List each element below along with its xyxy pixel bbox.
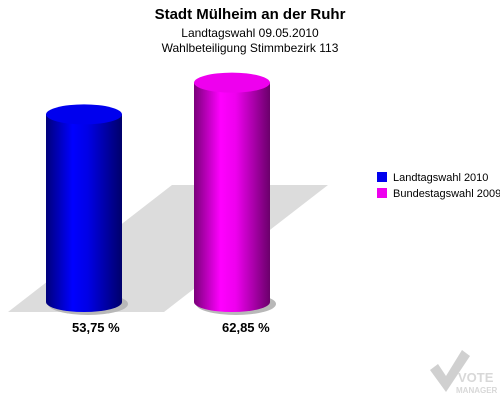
checkmark-icon bbox=[430, 350, 470, 392]
legend-swatch-bundestagswahl-2009 bbox=[377, 188, 387, 198]
legend-label-bundestagswahl-2009: Bundestagswahl 2009 bbox=[393, 188, 500, 200]
vote-manager-logo: VOTE MANAGER bbox=[430, 350, 498, 395]
bar-top bbox=[46, 104, 122, 125]
value-label-landtagswahl-2010: 53,75 % bbox=[72, 320, 120, 335]
bar-body bbox=[46, 114, 122, 312]
bar-body bbox=[194, 82, 270, 312]
legend-swatch-landtagswahl-2010 bbox=[377, 172, 387, 182]
logo-word-vote: VOTE bbox=[458, 370, 494, 385]
bar-landtagswahl-2010 bbox=[46, 104, 128, 315]
bar-top bbox=[194, 72, 270, 93]
chart-title: Stadt Mülheim an der Ruhr bbox=[154, 6, 346, 23]
legend-label-landtagswahl-2010: Landtagswahl 2010 bbox=[393, 172, 488, 184]
bar-bundestagswahl-2009 bbox=[194, 72, 276, 315]
legend: Landtagswahl 2010 Bundestagswahl 2009 bbox=[377, 172, 500, 200]
value-label-bundestagswahl-2009: 62,85 % bbox=[222, 320, 270, 335]
chart-subtitle-turnout: Wahlbeteiligung Stimmbezirk 113 bbox=[161, 41, 339, 55]
chart-subtitle-election: Landtagswahl 09.05.2010 bbox=[181, 26, 319, 40]
logo-word-manager: MANAGER bbox=[456, 386, 498, 395]
